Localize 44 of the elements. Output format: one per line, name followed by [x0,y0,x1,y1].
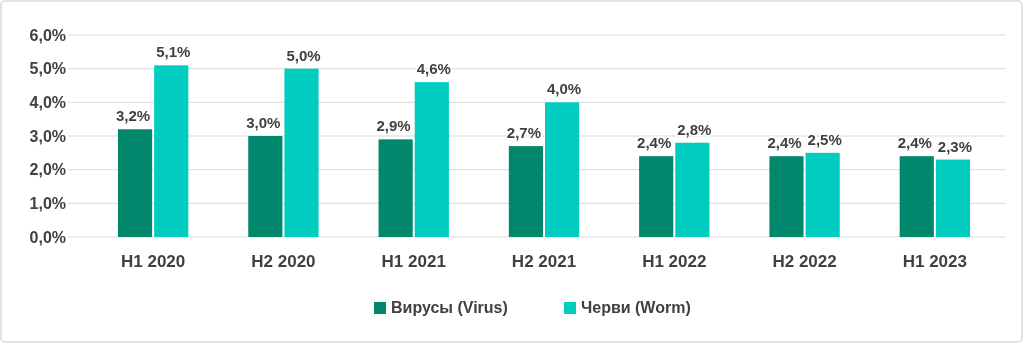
y-tick-label: 3,0% [29,127,66,145]
bar [639,156,674,237]
data-label: 3,2% [115,107,151,125]
bar [805,152,840,237]
data-label: 2,4% [897,134,932,152]
data-label: 3,0% [246,114,281,131]
y-tick-label: 0,0% [29,228,66,246]
bar [117,129,153,237]
x-tick-label: H1 2021 [381,252,446,271]
bar [248,136,283,237]
bar [378,139,413,237]
y-tick-label: 2,0% [29,161,66,179]
data-label: 2,4% [637,134,672,152]
data-label: 2,9% [376,117,411,135]
data-label: 4,6% [416,60,451,78]
data-label: 4,0% [546,80,582,98]
bar [935,159,971,237]
data-label: 5,1% [156,43,191,61]
data-label: 2,3% [937,137,973,155]
bar [899,156,934,237]
x-tick-label: H1 2020 [121,252,186,271]
y-tick-label: 5,0% [29,60,66,78]
x-tick-label: H1 2023 [902,252,967,271]
legend-label: Вирусы (Virus) [391,299,508,316]
data-label: 2,5% [807,130,842,148]
bar [154,65,189,237]
data-label: 2,4% [767,134,802,152]
y-tick-label: 4,0% [29,93,66,111]
legend-label: Черви (Worm) [581,299,691,316]
x-tick-label: H2 2021 [511,252,577,271]
y-tick-label: 6,0% [29,26,66,44]
y-tick-label: 1,0% [29,194,66,212]
x-tick-label: H2 2022 [772,252,837,271]
x-tick-label: H1 2022 [642,252,707,271]
bar [284,68,319,237]
bar [769,156,804,237]
data-label: 2,7% [506,124,542,142]
bar [675,142,710,237]
data-label: 5,0% [286,46,321,64]
data-label: 2,8% [677,120,712,138]
bar [545,102,580,237]
bar [414,82,449,237]
x-tick-label: H2 2020 [251,252,316,271]
bar [508,146,543,237]
